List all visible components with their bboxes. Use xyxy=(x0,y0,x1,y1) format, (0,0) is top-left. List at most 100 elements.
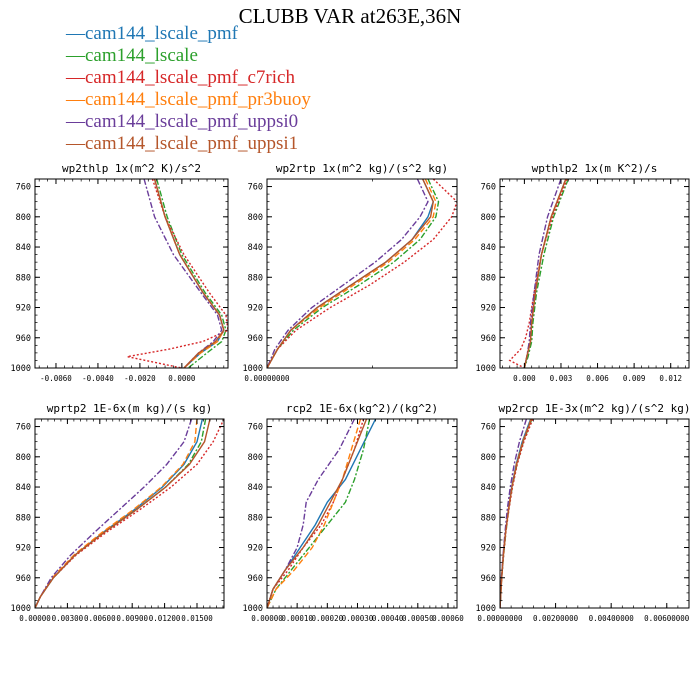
y-tick-label: 760 xyxy=(481,183,496,193)
legend-item: —cam144_lscale xyxy=(66,45,311,67)
x-tick-label: 0.01200 xyxy=(149,614,181,623)
legend-line-swatch: — xyxy=(66,89,85,110)
x-tick-label: 0.00040 xyxy=(372,614,404,623)
series-line xyxy=(500,419,532,608)
x-tick-label: 0.009 xyxy=(623,374,646,383)
x-tick-label: 0.00900 xyxy=(116,614,148,623)
series-line xyxy=(267,419,362,608)
series-line xyxy=(267,419,368,608)
plot-frame xyxy=(266,418,458,609)
legend-item: —cam144_lscale_pmf_pr3buoy xyxy=(66,89,311,111)
panel-title: wp2rtp 1x(m^2 kg)/(s^2 kg) xyxy=(276,162,448,175)
series-line xyxy=(155,179,227,368)
panel-title: wprtp2 1E-6x(m kg)/(s kg) xyxy=(47,402,213,415)
y-tick-label: 760 xyxy=(16,183,31,193)
panel-wpthlp2: wpthlp2 1x(m K^2)/s 760 800 840 880 920 960 100… xyxy=(476,162,690,383)
y-tick-label: 880 xyxy=(248,513,263,523)
legend-item: —cam144_lscale_pmf_c7rich xyxy=(66,67,311,89)
x-tick-label: 0.00600 xyxy=(84,614,116,623)
y-tick-label: 760 xyxy=(16,423,31,433)
y-tick-label: 960 xyxy=(248,574,263,584)
series-line xyxy=(267,179,435,368)
y-tick-label: 800 xyxy=(481,213,496,223)
series-line xyxy=(127,179,228,368)
series-line xyxy=(35,419,211,608)
series-line xyxy=(267,419,371,608)
x-tick-label: 0.006 xyxy=(586,374,609,383)
x-tick-label: 0.00010 xyxy=(281,614,313,623)
x-tick-label: 0.00020 xyxy=(312,614,344,623)
y-tick-label: 840 xyxy=(16,243,31,253)
y-tick-label: 800 xyxy=(481,453,496,463)
legend-line-swatch: — xyxy=(66,133,85,154)
x-tick-label: 0.00060 xyxy=(432,614,464,623)
series-line xyxy=(267,179,434,368)
y-tick-label: 920 xyxy=(248,544,263,554)
series-line xyxy=(153,179,225,368)
y-tick-label: 920 xyxy=(16,304,31,314)
series-line xyxy=(35,419,193,608)
panel-wp2rtp: wp2rtp 1x(m^2 kg)/(s^2 kg) 760 800 840 880 92… xyxy=(243,162,458,383)
y-tick-label: 920 xyxy=(16,544,31,554)
series-line xyxy=(35,419,204,608)
legend-line-swatch: — xyxy=(66,111,85,132)
series-line xyxy=(267,179,437,368)
y-tick-label: 880 xyxy=(16,273,31,283)
y-tick-label: 840 xyxy=(248,483,263,493)
y-tick-label: 880 xyxy=(16,513,31,523)
y-tick-label: 1000 xyxy=(476,604,496,614)
series-line xyxy=(267,179,440,368)
panel-title: wp2thlp 1x(m^2 K)/s^2 xyxy=(62,162,201,175)
y-tick-label: 760 xyxy=(481,423,496,433)
y-tick-label: 800 xyxy=(16,213,31,223)
y-tick-label: 880 xyxy=(481,273,496,283)
series-line xyxy=(267,419,356,608)
series-line xyxy=(267,179,457,368)
x-tick-label: 0.00300 xyxy=(52,614,84,623)
series-line xyxy=(500,419,532,608)
legend-label: cam144_lscale_pmf_uppsi0 xyxy=(85,111,299,132)
x-tick-label: 0.00050 xyxy=(402,614,434,623)
figure-title: CLUBB VAR at263E,36N xyxy=(238,4,462,28)
y-tick-label: 800 xyxy=(248,213,263,223)
y-tick-label: 840 xyxy=(481,483,496,493)
plot-frame xyxy=(34,178,229,369)
series-line xyxy=(267,419,365,608)
x-tick-label: 0.00400000 xyxy=(589,614,635,623)
x-tick-label: 0.01500 xyxy=(181,614,213,623)
legend-label: cam144_lscale xyxy=(85,45,198,66)
y-tick-label: 800 xyxy=(248,453,263,463)
series-line xyxy=(153,179,225,368)
legend-item: —cam144_lscale_pmf_uppsi1 xyxy=(66,133,311,155)
series-line xyxy=(523,179,567,368)
legend-label: cam144_lscale_pmf_uppsi1 xyxy=(85,133,299,154)
y-tick-label: 920 xyxy=(481,304,496,314)
legend-line-swatch: — xyxy=(66,23,85,44)
series-line xyxy=(508,179,568,368)
panel-rcp2: rcp2 1E-6x(kg^2)/(kg^2) 760 800 840 880 920 96… xyxy=(243,402,465,623)
x-tick-label: -0.0060 xyxy=(40,374,72,383)
x-tick-label: 0.00000000 xyxy=(477,614,523,623)
y-tick-label: 840 xyxy=(16,483,31,493)
y-tick-label: 920 xyxy=(481,544,496,554)
series-line xyxy=(500,419,534,608)
y-tick-label: 960 xyxy=(16,574,31,584)
legend-line-swatch: — xyxy=(66,67,85,88)
x-tick-label: 0.0000 xyxy=(168,374,196,383)
panel-title: wpthlp2 1x(m K^2)/s xyxy=(532,162,658,175)
panel-title: rcp2 1E-6x(kg^2)/(kg^2) xyxy=(286,402,438,415)
panel-wprtp2: wprtp2 1E-6x(m kg)/(s kg) 760 800 840 880 920… xyxy=(11,402,225,623)
y-tick-label: 960 xyxy=(481,334,496,344)
series-line xyxy=(267,419,377,608)
series-line xyxy=(523,179,569,368)
panel-wp2rcp: wp2rcp 1E-3x(m^2 kg)/(s^2 kg)760 800 840 88… xyxy=(476,402,691,623)
y-tick-label: 1000 xyxy=(243,364,263,374)
y-tick-label: 800 xyxy=(16,453,31,463)
y-tick-label: 880 xyxy=(248,273,263,283)
legend-label: cam144_lscale_pmf xyxy=(85,23,239,44)
y-tick-label: 1000 xyxy=(476,364,496,374)
y-tick-label: 1000 xyxy=(11,364,31,374)
x-tick-label: 0.00000000 xyxy=(244,374,290,383)
panel-wp2thlp: wp2thlp 1x(m^2 K)/s^2 760 800 840 880 920 960 1… xyxy=(11,162,229,383)
